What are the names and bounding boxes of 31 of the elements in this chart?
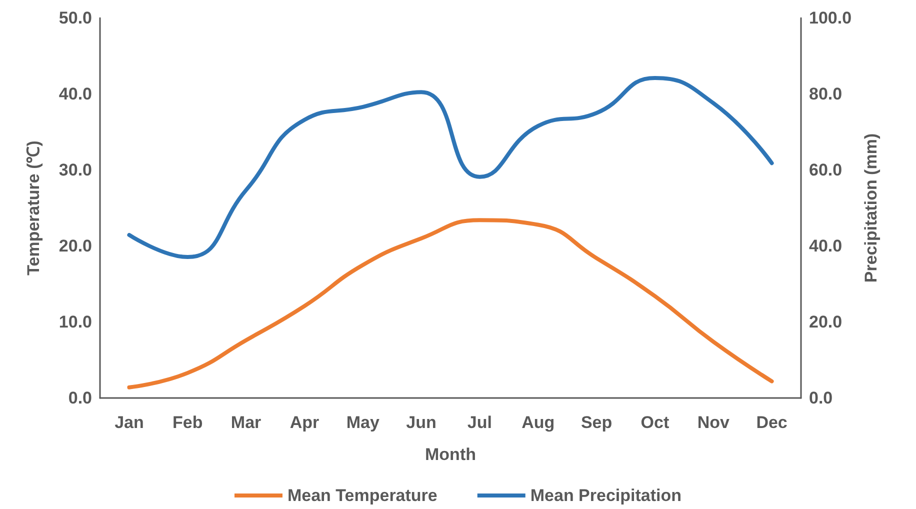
y-tick-label: 40.0 — [58, 84, 92, 104]
y-tick-label: 10.0 — [58, 312, 92, 332]
y2-tick-label: 20.0 — [809, 312, 842, 332]
y-tick-label: 20.0 — [58, 236, 92, 256]
x-tick-label: Jun — [406, 413, 436, 432]
x-tick-label: May — [346, 413, 380, 432]
x-tick-label: Apr — [290, 413, 320, 432]
y-tick-label: 0.0 — [68, 388, 92, 408]
y-axis-title: Temperature (℃) — [24, 140, 43, 276]
x-tick-label: Jul — [467, 413, 492, 432]
y2-axis-title: Precipitation (mm) — [861, 133, 880, 283]
x-tick-label: Dec — [756, 413, 788, 432]
x-tick-label: Oct — [640, 413, 670, 432]
y-tick-label: 30.0 — [58, 160, 92, 180]
y2-tick-label: 80.0 — [809, 84, 842, 104]
y2-tick-label: 60.0 — [809, 160, 842, 180]
x-tick-label: Sep — [580, 413, 612, 432]
x-tick-label: Nov — [697, 413, 730, 432]
legend-label: Mean Precipitation — [530, 486, 682, 505]
line-series — [127, 218, 774, 390]
x-axis-title: Month — [425, 445, 476, 464]
x-tick-label: Feb — [172, 413, 203, 432]
x-tick-label: Mar — [230, 413, 262, 432]
line-series — [127, 76, 774, 260]
y2-tick-label: 0.0 — [809, 388, 833, 408]
y-tick-label: 50.0 — [58, 8, 92, 28]
y2-tick-label: 40.0 — [809, 236, 842, 256]
x-tick-label: Aug — [522, 413, 555, 432]
y2-tick-label: 100.0 — [809, 8, 852, 28]
legend-label: Mean Temperature — [287, 486, 438, 505]
x-tick-label: Jan — [114, 413, 144, 432]
